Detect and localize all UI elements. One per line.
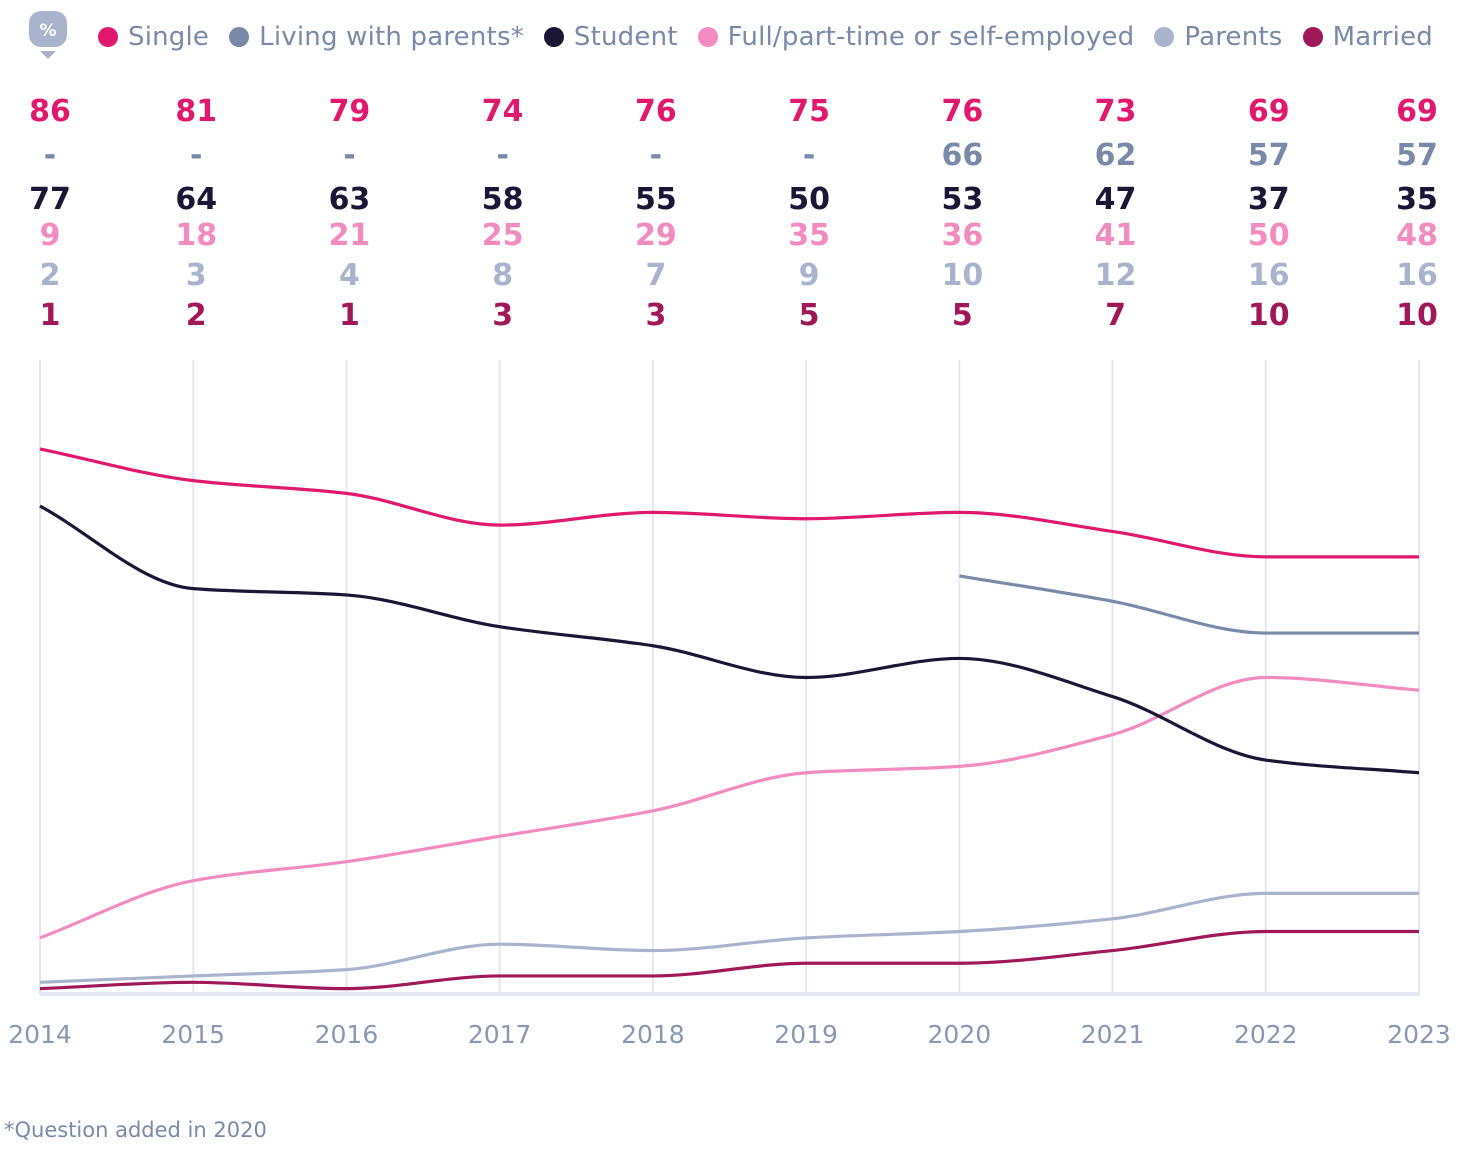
data-label: 57: [1396, 138, 1438, 173]
data-label: 50: [1248, 218, 1290, 253]
data-label: 73: [1095, 94, 1137, 129]
series-line-student: [39, 504, 1420, 775]
data-label: 12: [1095, 258, 1137, 293]
series-line-single: [39, 447, 1419, 559]
x-tick-label: 2017: [468, 1020, 532, 1049]
data-label: 7: [645, 258, 666, 293]
data-label: -: [496, 138, 508, 173]
data-label: 64: [175, 182, 217, 217]
data-label: 5: [952, 298, 973, 333]
series-line-full-part-time-or-self-employed: [39, 675, 1420, 940]
x-tick-label: 2018: [621, 1020, 685, 1049]
legend-item: Parents: [1154, 22, 1282, 52]
data-label: 75: [788, 94, 830, 129]
legend-item: Full/part-time or self-employed: [697, 22, 1135, 52]
legend-label: Married: [1332, 22, 1433, 52]
data-label: 53: [941, 182, 983, 217]
data-label: 3: [645, 298, 666, 333]
percent-icon: %: [29, 11, 67, 59]
data-label: 47: [1095, 182, 1137, 217]
data-label: 79: [329, 94, 371, 129]
data-label: -: [343, 138, 355, 173]
data-label: 8: [492, 258, 513, 293]
data-label: 76: [635, 94, 677, 129]
data-label: 3: [186, 258, 207, 293]
data-label: 9: [40, 218, 61, 253]
x-tick-label: 2022: [1234, 1020, 1298, 1049]
legend-label: Full/part-time or self-employed: [727, 22, 1135, 52]
data-label: 37: [1248, 182, 1290, 217]
legend-dot-icon: [543, 27, 564, 47]
data-label: 69: [1396, 94, 1438, 129]
data-label: 25: [482, 218, 524, 253]
x-tick-label: 2021: [1081, 1020, 1145, 1049]
series-line-living-with-parents: [959, 574, 1419, 635]
data-label: 62: [1095, 138, 1137, 173]
data-label: 66: [941, 138, 983, 173]
legend-dot-icon: [98, 27, 118, 47]
data-label: 5: [799, 298, 820, 333]
x-tick-label: 2023: [1387, 1020, 1451, 1049]
data-label: -: [650, 138, 662, 173]
x-tick-label: 2014: [8, 1020, 72, 1049]
data-label: 86: [29, 94, 71, 129]
data-label: 16: [1248, 258, 1290, 293]
legend-label: Parents: [1184, 22, 1283, 52]
data-label: 1: [339, 298, 360, 333]
legend-item: Living with parents*: [229, 22, 524, 52]
legend-label: Single: [128, 22, 210, 52]
data-label: 2: [40, 258, 61, 293]
data-label: 3: [492, 298, 513, 333]
x-tick-label: 2015: [161, 1020, 225, 1049]
data-label: 77: [29, 182, 71, 217]
legend-label: Living with parents*: [259, 22, 524, 52]
data-label: 81: [175, 94, 217, 129]
data-label: 4: [339, 258, 360, 293]
data-label: 50: [788, 182, 830, 217]
series-line-parents: [39, 891, 1419, 984]
data-label: 29: [635, 218, 677, 253]
data-label: 76: [941, 94, 983, 129]
legend-item: Student: [543, 22, 678, 52]
data-label: 63: [329, 182, 371, 217]
data-label: 10: [1248, 298, 1290, 333]
legend-dot-icon: [697, 27, 718, 47]
data-label: 10: [1396, 298, 1438, 333]
data-label: 55: [635, 182, 677, 217]
data-label: 7: [1105, 298, 1126, 333]
percent-label: %: [39, 21, 56, 41]
data-label: 2: [186, 298, 207, 333]
legend-item: Married: [1302, 22, 1433, 52]
data-label: 36: [941, 218, 983, 253]
footnote: *Question added in 2020: [4, 1118, 267, 1142]
x-tick-label: 2020: [928, 1020, 992, 1049]
legend-dot-icon: [1302, 27, 1323, 47]
legend-dot-icon: [1154, 27, 1175, 47]
data-label: -: [190, 138, 202, 173]
data-label: 10: [941, 258, 983, 293]
x-tick-label: 2019: [774, 1020, 838, 1049]
data-label: 58: [482, 182, 524, 217]
data-label: 35: [1396, 182, 1438, 217]
data-label: 57: [1248, 138, 1290, 173]
data-label: 18: [175, 218, 217, 253]
legend: Single Living with parents* Student Full/pa…: [98, 22, 1433, 52]
data-label: 35: [788, 218, 830, 253]
legend-item: Single: [98, 22, 209, 52]
legend-label: Student: [573, 22, 678, 52]
series-line-married: [39, 929, 1419, 991]
data-label: 41: [1095, 218, 1137, 253]
data-label: 21: [329, 218, 371, 253]
legend-dot-icon: [229, 27, 250, 47]
data-label: 9: [799, 258, 820, 293]
data-label: 16: [1396, 258, 1438, 293]
data-label: 69: [1248, 94, 1290, 129]
data-label: 48: [1396, 218, 1438, 253]
data-label: -: [44, 138, 56, 173]
data-label: 1: [40, 298, 61, 333]
x-tick-label: 2016: [315, 1020, 379, 1049]
data-label: -: [803, 138, 815, 173]
data-label: 74: [482, 94, 524, 129]
